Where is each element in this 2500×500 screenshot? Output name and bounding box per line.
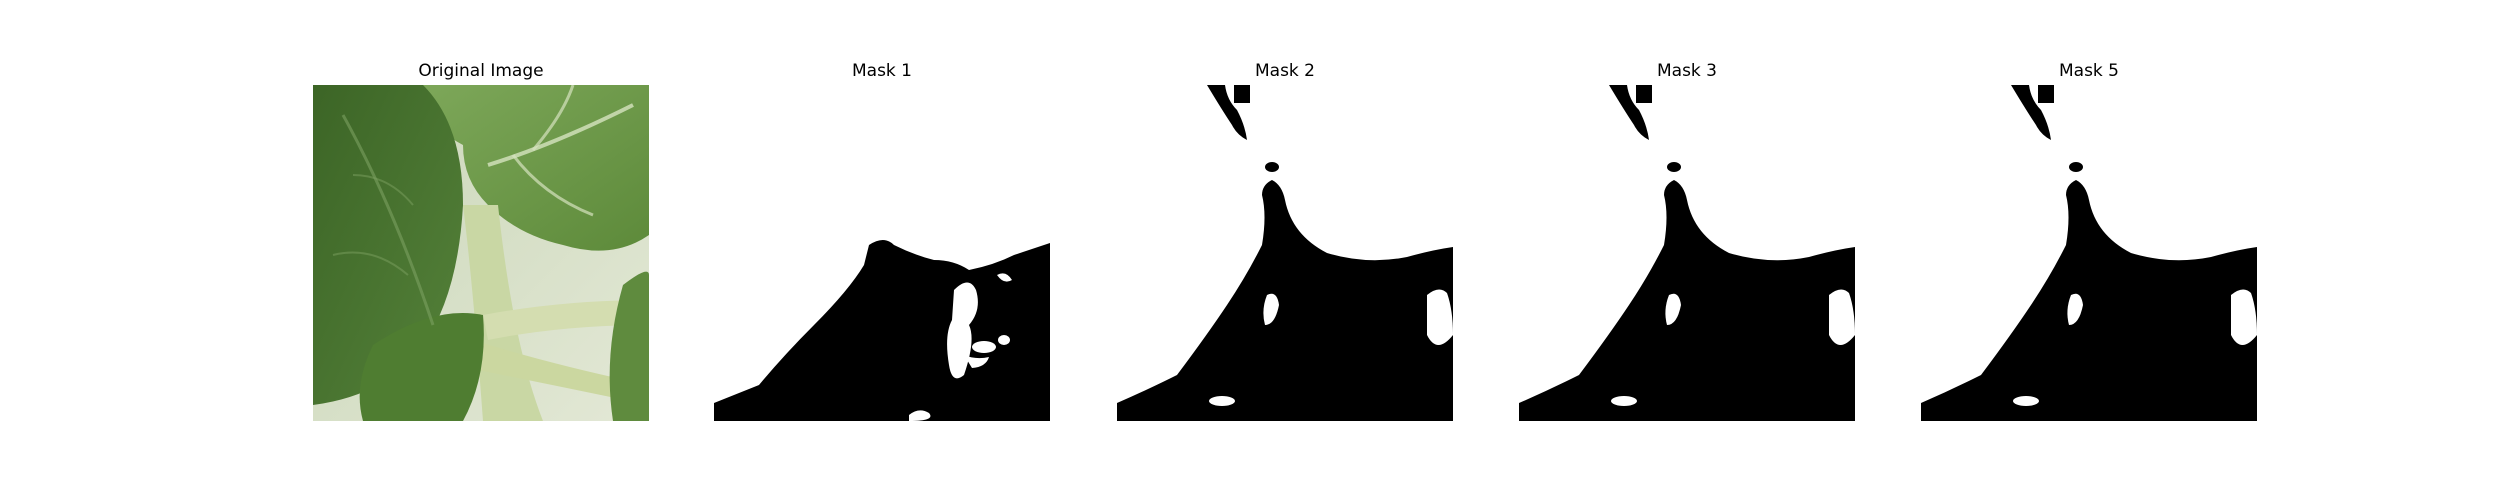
mask-1-image bbox=[714, 85, 1050, 421]
mask-1-shape bbox=[714, 85, 1050, 421]
panel-title-mask-5: Mask 5 bbox=[2058, 61, 2119, 81]
mask-3-image bbox=[1519, 85, 1855, 421]
panel-title-original: Original Image bbox=[418, 61, 544, 81]
panel-title-mask-3: Mask 3 bbox=[1656, 61, 1717, 81]
leaf-photo bbox=[313, 85, 649, 421]
mask-5-shape bbox=[1921, 85, 2257, 421]
panel-title-mask-1: Mask 1 bbox=[851, 61, 912, 81]
mask-5-image bbox=[1921, 85, 2257, 421]
panel-title-mask-2: Mask 2 bbox=[1254, 61, 1315, 81]
mask-2-image bbox=[1117, 85, 1453, 421]
mask-3-shape bbox=[1519, 85, 1855, 421]
original-image bbox=[313, 85, 649, 421]
mask-2-shape bbox=[1117, 85, 1453, 421]
